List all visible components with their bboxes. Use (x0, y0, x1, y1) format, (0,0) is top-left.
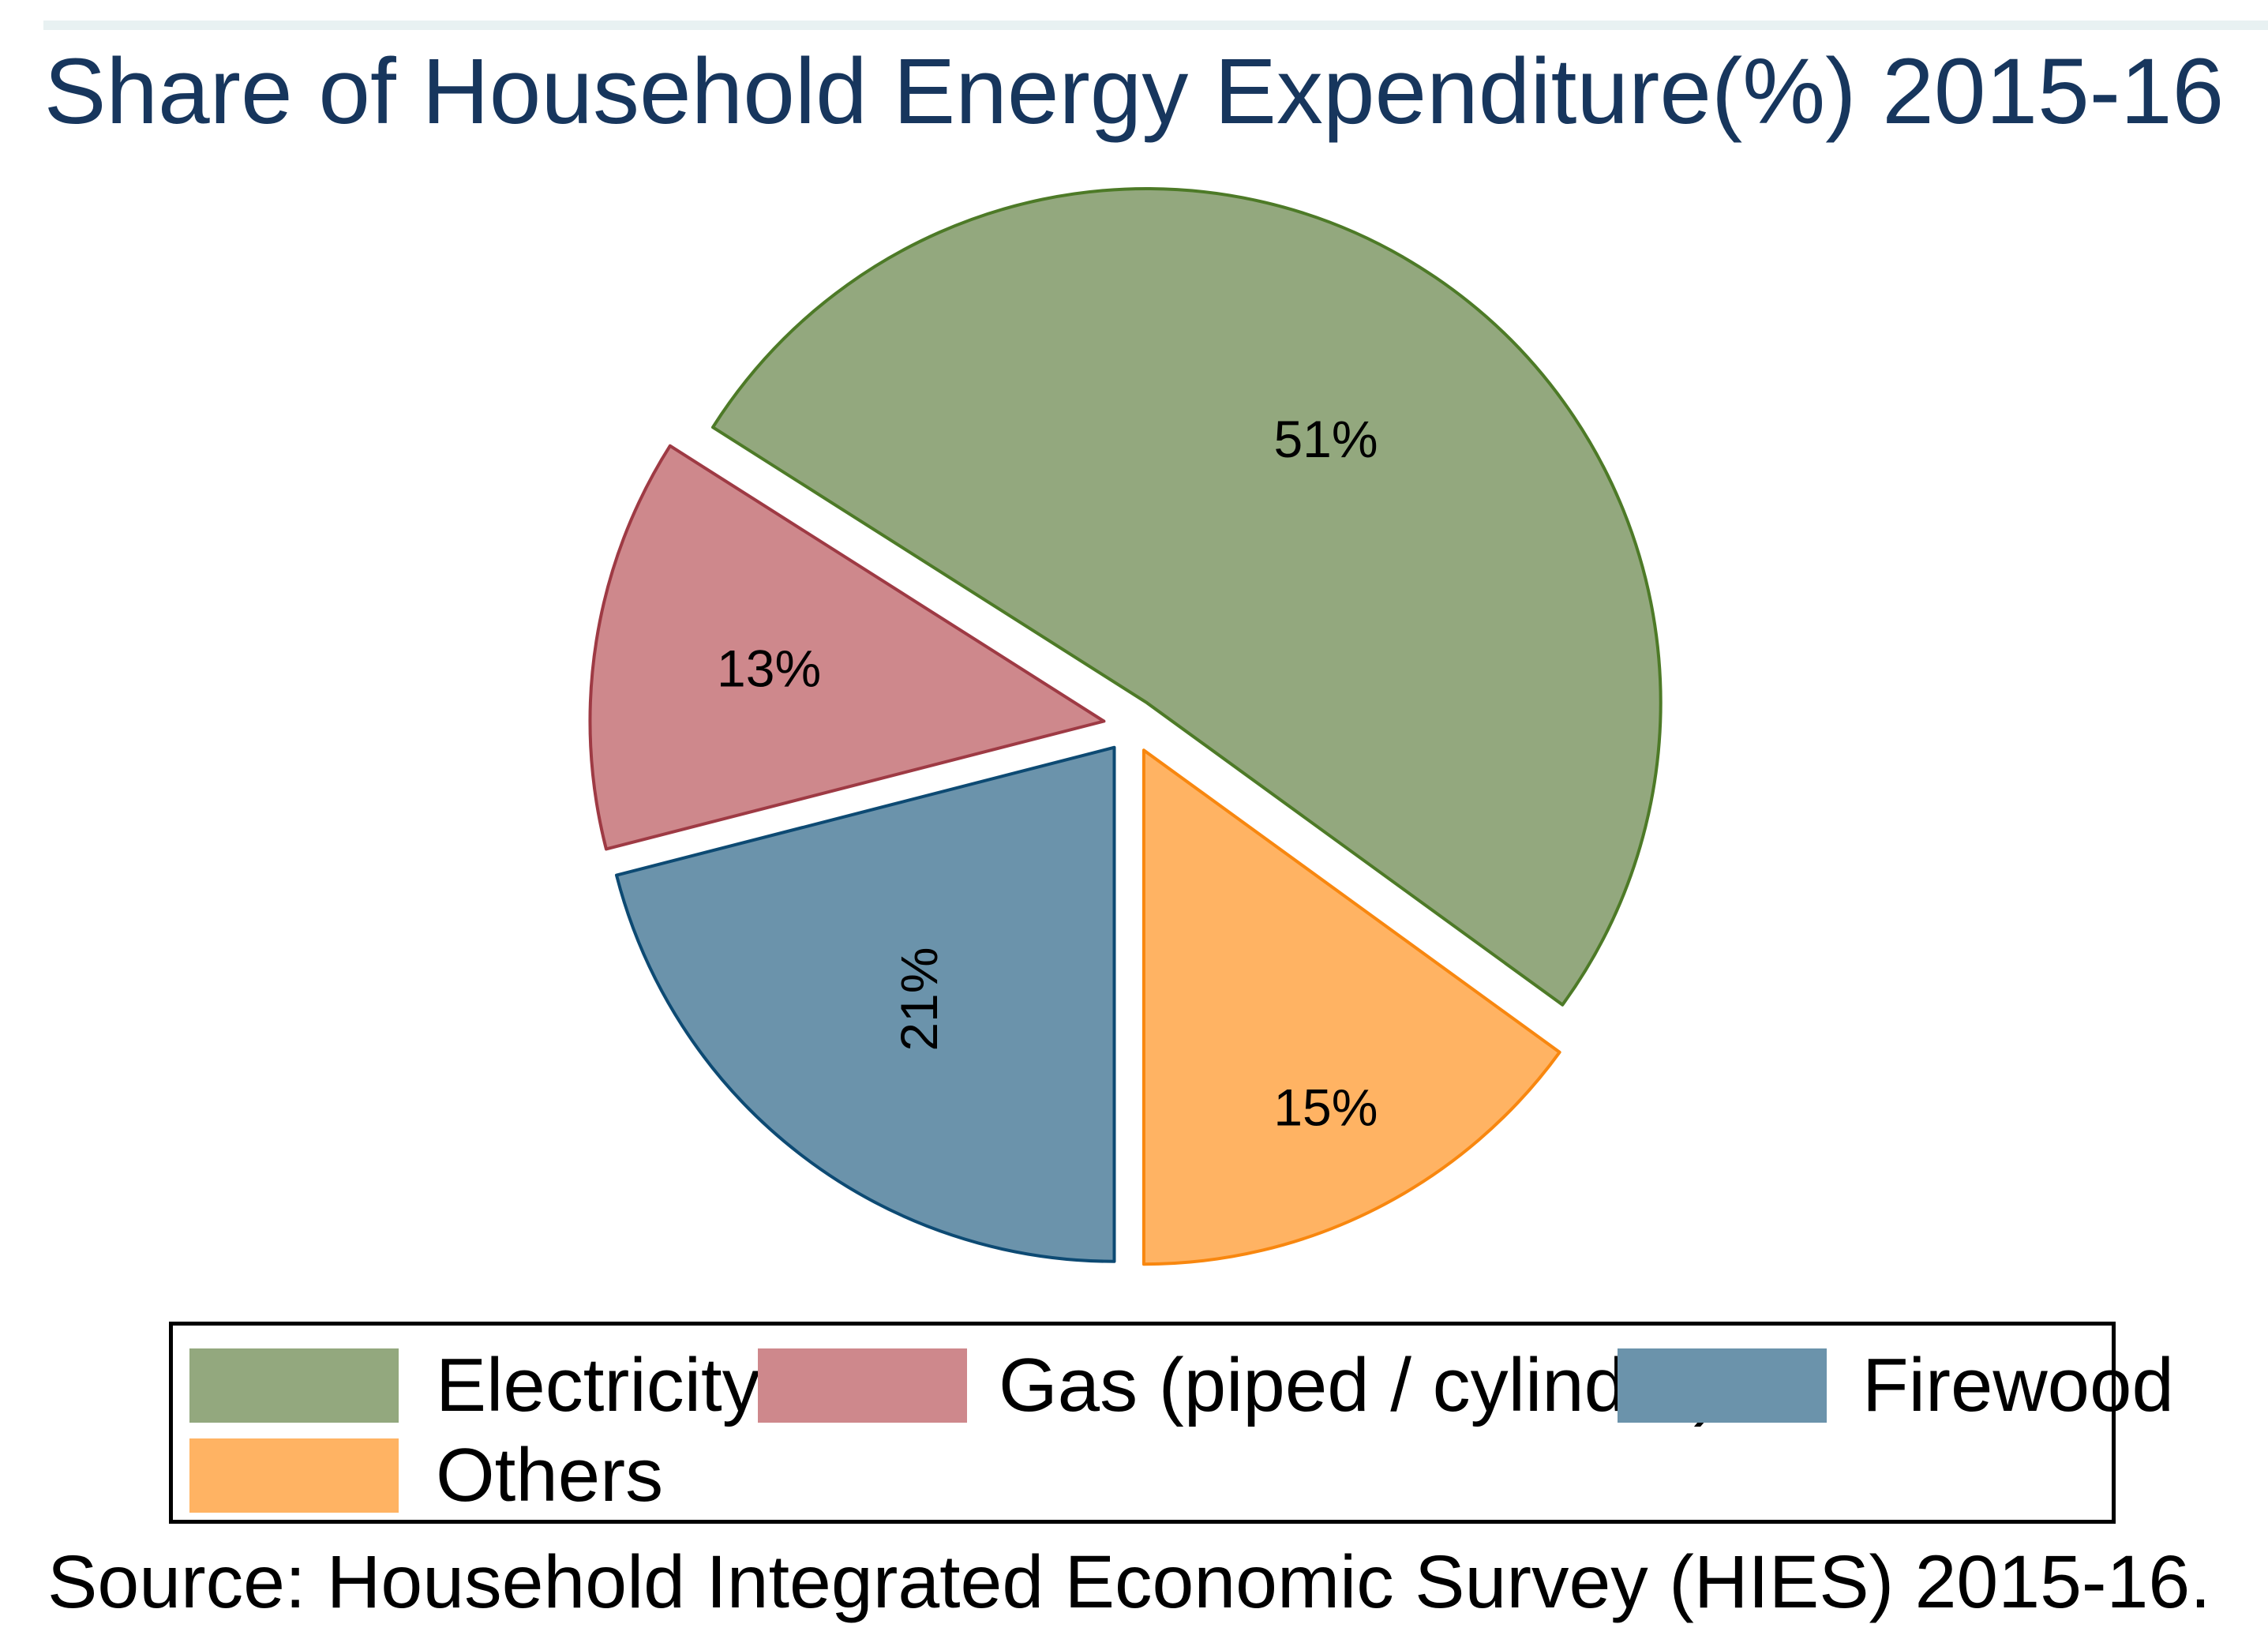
pie-slice-label-others: 15% (1273, 1078, 1378, 1137)
pie-slice-gas (588, 444, 1106, 851)
pie-slice-label-gas: 13% (717, 639, 821, 697)
legend-label-gas: Gas (piped / cylinder) (999, 1343, 1719, 1427)
pie-slice-electricity (711, 186, 1663, 1007)
legend-swatch-firewood (1618, 1348, 1827, 1423)
pie-slice-firewood (615, 745, 1116, 1263)
pie-slice-label-electricity: 51% (1273, 410, 1378, 468)
pie-slice-others (1141, 748, 1561, 1266)
legend-label-firewood: Firewood (1862, 1343, 2174, 1427)
legend-swatch-others (189, 1438, 399, 1513)
top-strip-decoration (43, 21, 2268, 30)
pie-slice-label-firewood: 21% (890, 947, 948, 1052)
chart-title: Share of Household Energy Expenditure(%)… (43, 39, 2225, 144)
legend-label-electricity: Electricity (436, 1343, 760, 1427)
chart-legend: Electricity Gas (piped / cylinder) Firewoo… (169, 1322, 2174, 1524)
legend-label-others: Others (436, 1433, 664, 1517)
legend-swatch-electricity (189, 1348, 399, 1423)
source-note: Source: Household Integrated Economic Su… (47, 1540, 2211, 1624)
legend-swatch-gas (758, 1348, 967, 1423)
